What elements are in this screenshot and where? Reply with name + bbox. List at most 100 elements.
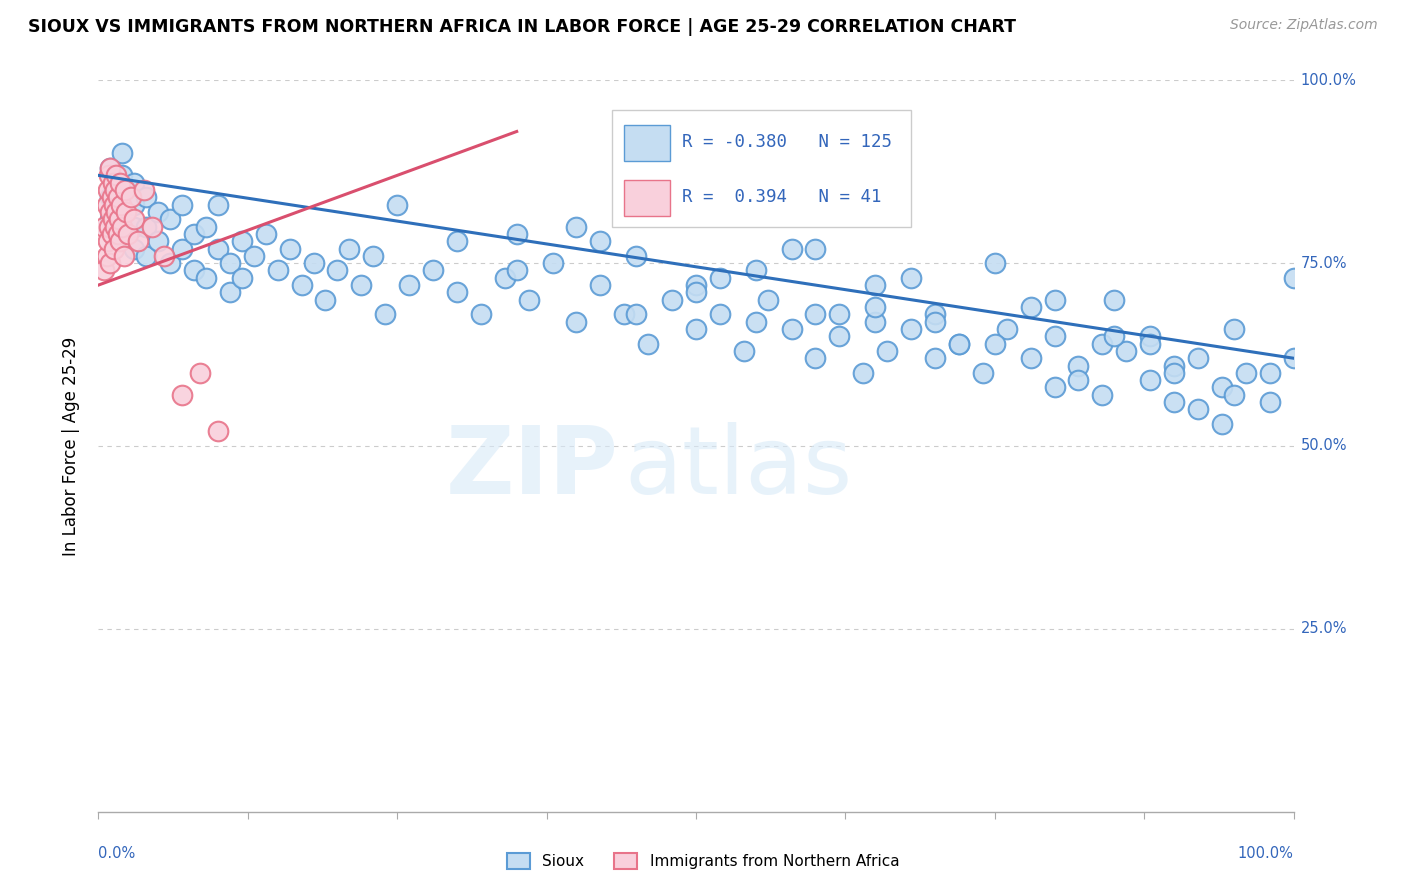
Point: [900, 322, 922, 336]
Point: [1234, 366, 1257, 380]
Point: [1211, 380, 1233, 394]
Text: 100.0%: 100.0%: [1237, 847, 1294, 862]
Point: [93, 263, 115, 277]
Point: [219, 285, 242, 300]
Point: [565, 315, 588, 329]
FancyBboxPatch shape: [624, 180, 669, 216]
Point: [96, 197, 118, 211]
Point: [278, 242, 301, 256]
Point: [565, 219, 588, 234]
FancyBboxPatch shape: [613, 110, 911, 227]
Point: [98, 190, 122, 204]
Point: [1043, 329, 1066, 343]
Point: [1187, 402, 1209, 417]
Point: [1223, 322, 1246, 336]
Point: [1139, 329, 1161, 343]
Point: [745, 263, 768, 277]
Text: R =  0.394   N = 41: R = 0.394 N = 41: [682, 188, 882, 206]
Point: [1163, 359, 1185, 373]
Point: [188, 366, 211, 380]
Point: [804, 242, 827, 256]
Point: [107, 227, 129, 241]
Point: [446, 285, 468, 300]
Legend: Sioux, Immigrants from Northern Africa: Sioux, Immigrants from Northern Africa: [501, 847, 905, 875]
Point: [103, 242, 125, 256]
Point: [302, 256, 325, 270]
Point: [111, 183, 134, 197]
Point: [804, 307, 827, 321]
Text: ZIP: ZIP: [446, 422, 619, 514]
Point: [97, 234, 120, 248]
Point: [398, 278, 420, 293]
Point: [1163, 395, 1185, 409]
Point: [924, 307, 946, 321]
Point: [104, 183, 127, 197]
Point: [1104, 293, 1126, 307]
Point: [315, 293, 337, 307]
Point: [541, 256, 564, 270]
Point: [103, 197, 125, 211]
Text: 25.0%: 25.0%: [1301, 622, 1347, 636]
Point: [183, 227, 205, 241]
Text: 50.0%: 50.0%: [1301, 439, 1347, 453]
Text: 0.0%: 0.0%: [98, 847, 135, 862]
Point: [637, 336, 659, 351]
Point: [924, 315, 946, 329]
Point: [111, 146, 134, 161]
Point: [685, 285, 707, 300]
Point: [780, 242, 803, 256]
Point: [626, 249, 648, 263]
Point: [350, 278, 373, 293]
Point: [107, 212, 129, 227]
Point: [865, 278, 887, 293]
Point: [326, 263, 349, 277]
Point: [1139, 373, 1161, 387]
Point: [756, 293, 779, 307]
Point: [984, 336, 1007, 351]
Point: [195, 219, 218, 234]
Point: [96, 249, 118, 263]
Point: [1043, 293, 1066, 307]
Point: [153, 249, 176, 263]
Point: [1019, 351, 1042, 366]
Point: [105, 169, 128, 183]
Point: [124, 212, 146, 227]
Point: [745, 315, 768, 329]
Point: [135, 190, 157, 204]
Point: [231, 270, 253, 285]
Point: [98, 161, 122, 175]
Point: [1223, 388, 1246, 402]
Point: [1043, 380, 1066, 394]
Point: [1187, 351, 1209, 366]
Point: [494, 270, 516, 285]
Point: [98, 169, 121, 183]
Point: [243, 249, 266, 263]
Point: [98, 212, 122, 227]
Text: atlas: atlas: [624, 422, 852, 514]
Point: [470, 307, 492, 321]
Point: [1282, 270, 1305, 285]
Text: Source: ZipAtlas.com: Source: ZipAtlas.com: [1230, 18, 1378, 32]
Point: [254, 227, 277, 241]
Point: [195, 270, 218, 285]
Point: [100, 190, 122, 204]
Point: [661, 205, 683, 219]
Point: [183, 263, 205, 277]
Point: [626, 307, 648, 321]
Point: [112, 249, 135, 263]
Point: [1139, 336, 1161, 351]
Point: [148, 205, 170, 219]
Point: [107, 190, 129, 204]
Point: [828, 307, 851, 321]
Point: [709, 270, 731, 285]
Point: [108, 234, 131, 248]
Point: [1163, 366, 1185, 380]
Point: [517, 293, 540, 307]
Point: [995, 322, 1018, 336]
Point: [120, 190, 142, 204]
Point: [589, 234, 612, 248]
Point: [115, 205, 138, 219]
Point: [972, 366, 994, 380]
Point: [374, 307, 396, 321]
Point: [117, 227, 139, 241]
